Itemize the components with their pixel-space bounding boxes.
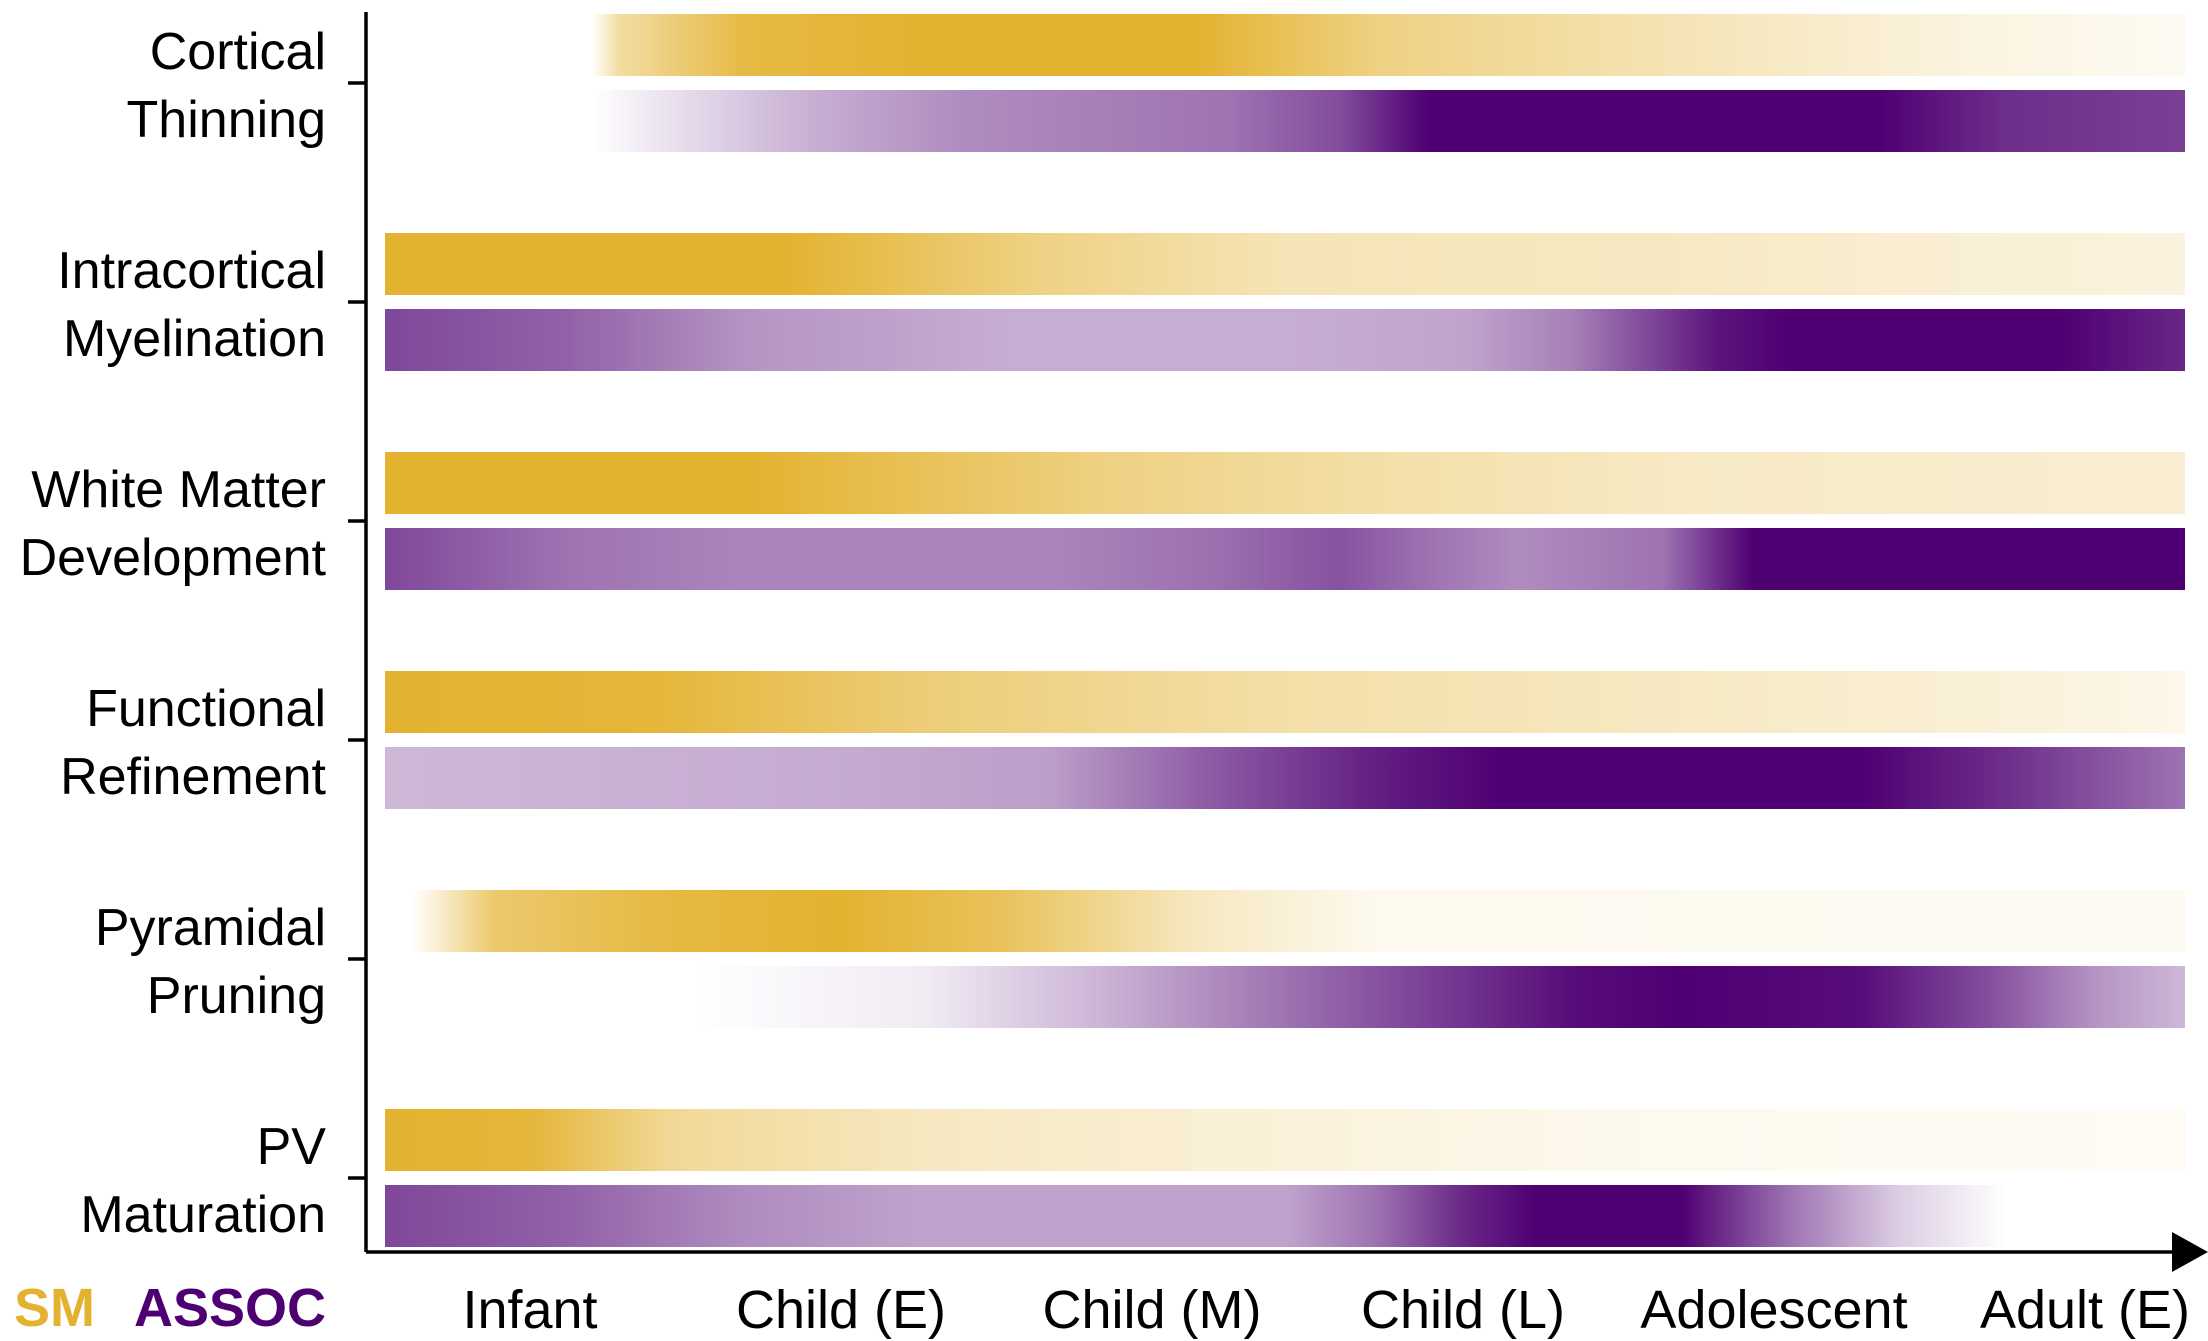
process-row: Cortical Thinning — [127, 14, 2185, 152]
row-label-line: Cortical — [150, 23, 326, 81]
stage-label: Adult (E) — [1980, 1280, 2190, 1340]
legend-sm-label: SM — [14, 1278, 95, 1338]
row-label-line: Maturation — [80, 1186, 326, 1244]
row-label: Pyramidal Pruning — [95, 899, 326, 1025]
process-row: PV Maturation — [80, 1109, 2185, 1247]
legend: SM ASSOC — [14, 1278, 326, 1338]
assoc-gradient-bar — [385, 309, 2185, 371]
sm-gradient-bar — [385, 890, 2185, 952]
row-label-line: White Matter — [31, 461, 326, 519]
row-label-line: Thinning — [127, 91, 326, 149]
row-label: PV Maturation — [80, 1118, 326, 1244]
assoc-gradient-bar — [385, 1185, 2185, 1247]
x-axis-stage-labels: Infant Child (E) Child (M) Child (L) Adolesc… — [462, 1280, 2190, 1340]
legend-assoc-label: ASSOC — [134, 1278, 326, 1338]
stage-label: Child (E) — [736, 1280, 946, 1340]
sm-gradient-bar — [385, 671, 2185, 733]
row-label-line: Development — [20, 529, 327, 587]
row-label-line: Refinement — [60, 748, 326, 806]
assoc-gradient-bar — [385, 747, 2185, 809]
sm-gradient-bar — [385, 233, 2185, 295]
axes — [348, 12, 2208, 1272]
process-row: Intracortical Myelination — [57, 233, 2185, 371]
row-label-line: Functional — [86, 680, 326, 738]
sm-gradient-bar — [385, 452, 2185, 514]
assoc-gradient-bar — [385, 966, 2185, 1028]
row-label-line: Intracortical — [57, 242, 326, 300]
x-axis-arrowhead — [2172, 1232, 2208, 1272]
row-label: Functional Refinement — [60, 680, 326, 806]
row-label: Cortical Thinning — [127, 23, 326, 149]
row-label-line: Pruning — [147, 967, 326, 1025]
process-row: Functional Refinement — [60, 671, 2185, 809]
row-label-line: Myelination — [63, 310, 326, 368]
process-rows: Cortical Thinning Intracortical Myelination… — [20, 14, 2185, 1247]
stage-label: Child (M) — [1042, 1280, 1261, 1340]
sm-gradient-bar — [385, 1109, 2185, 1171]
process-row: Pyramidal Pruning — [95, 890, 2185, 1028]
stage-label: Infant — [462, 1280, 597, 1340]
stage-label: Adolescent — [1640, 1280, 1907, 1340]
sm-gradient-bar — [385, 14, 2185, 76]
stage-label: Child (L) — [1361, 1280, 1565, 1340]
process-row: White Matter Development — [20, 452, 2185, 590]
assoc-gradient-bar — [385, 528, 2185, 590]
row-label-line: Pyramidal — [95, 899, 326, 957]
row-label-line: PV — [257, 1118, 327, 1176]
row-label: Intracortical Myelination — [57, 242, 326, 368]
row-label: White Matter Development — [20, 461, 327, 587]
assoc-gradient-bar — [385, 90, 2185, 152]
